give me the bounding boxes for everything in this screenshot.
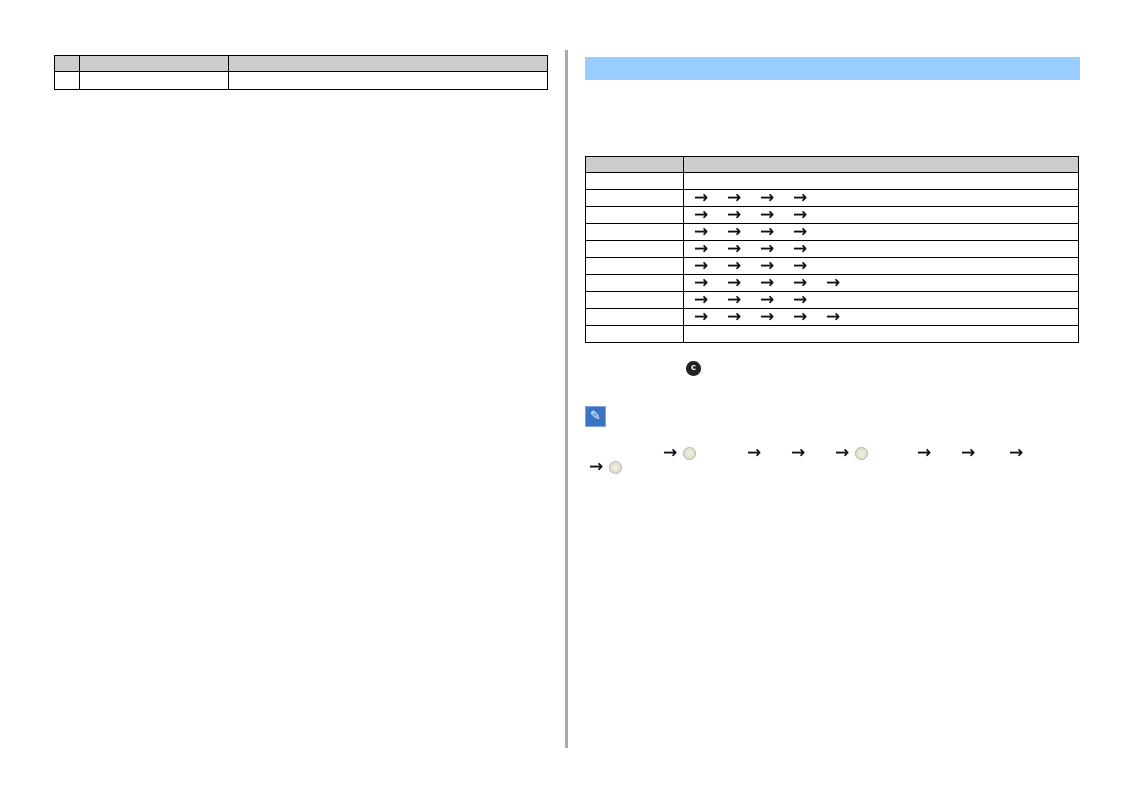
arrow-icon: → bbox=[727, 272, 742, 293]
arrow-icon: → bbox=[793, 187, 808, 208]
arrow-icon: → bbox=[793, 255, 808, 276]
arrow-icon: → bbox=[663, 443, 678, 463]
arrow-icon: → bbox=[760, 187, 775, 208]
table-row: → → → → bbox=[585, 289, 1079, 310]
arrow-icon: → bbox=[760, 272, 775, 293]
arrow-icon: → bbox=[760, 221, 775, 242]
column-divider bbox=[565, 50, 568, 748]
table-row: → → → → bbox=[585, 238, 1079, 259]
table-row bbox=[585, 172, 1079, 190]
arrow-icon: → bbox=[694, 221, 709, 242]
arrow-icon: → bbox=[835, 443, 850, 463]
arrow-icon: → bbox=[826, 306, 841, 327]
arrow-icon: → bbox=[1009, 443, 1024, 463]
section-title-bar bbox=[585, 57, 1080, 80]
clear-c-button-icon: c bbox=[686, 361, 701, 376]
arrow-icon: → bbox=[727, 204, 742, 225]
arrow-icon: → bbox=[793, 204, 808, 225]
arrow-icon: → bbox=[694, 272, 709, 293]
arrow-icon: → bbox=[760, 204, 775, 225]
arrow-icon: → bbox=[727, 289, 742, 310]
arrow-icon: → bbox=[793, 289, 808, 310]
arrow-icon: → bbox=[760, 255, 775, 276]
arrow-icon: → bbox=[760, 306, 775, 327]
table-row: → → → → → bbox=[585, 272, 1079, 293]
arrow-icon: → bbox=[694, 238, 709, 259]
arrow-icon: → bbox=[793, 238, 808, 259]
arrow-icon: → bbox=[826, 272, 841, 293]
arrow-icon: → bbox=[694, 255, 709, 276]
enter-button-icon bbox=[855, 447, 868, 460]
arrow-icon: → bbox=[917, 443, 932, 463]
arrow-icon: → bbox=[793, 306, 808, 327]
left-table bbox=[54, 55, 548, 90]
enter-button-icon bbox=[609, 461, 622, 474]
arrow-icon: → bbox=[760, 289, 775, 310]
arrow-icon: → bbox=[961, 443, 976, 463]
arrow-icon: → bbox=[727, 221, 742, 242]
arrow-icon: → bbox=[694, 204, 709, 225]
arrow-icon: → bbox=[694, 306, 709, 327]
arrow-icon: → bbox=[727, 306, 742, 327]
arrow-icon: → bbox=[793, 272, 808, 293]
arrow-icon: → bbox=[727, 255, 742, 276]
arrow-icon: → bbox=[727, 187, 742, 208]
table-row: → → → → bbox=[585, 221, 1079, 242]
table-row: → → → → bbox=[585, 255, 1079, 276]
arrow-icon: → bbox=[694, 187, 709, 208]
arrow-icon: → bbox=[747, 443, 762, 463]
table-row: → → → → bbox=[585, 187, 1079, 208]
enter-button-icon bbox=[683, 447, 696, 460]
arrow-icon: → bbox=[694, 289, 709, 310]
table-row: → → → → → bbox=[585, 306, 1079, 327]
settings-table: → → → → → → → → → → → → → → → → → → → → → → → → → → → → → → → → → → bbox=[585, 156, 1079, 343]
table-row bbox=[585, 325, 1079, 343]
arrow-icon: → bbox=[793, 221, 808, 242]
note-pencil-icon: ✎ bbox=[585, 406, 606, 427]
arrow-icon: → bbox=[760, 238, 775, 259]
table-row: → → → → bbox=[585, 204, 1079, 225]
arrow-icon: → bbox=[791, 443, 806, 463]
arrow-icon: → bbox=[727, 238, 742, 259]
arrow-icon: → bbox=[589, 457, 604, 477]
